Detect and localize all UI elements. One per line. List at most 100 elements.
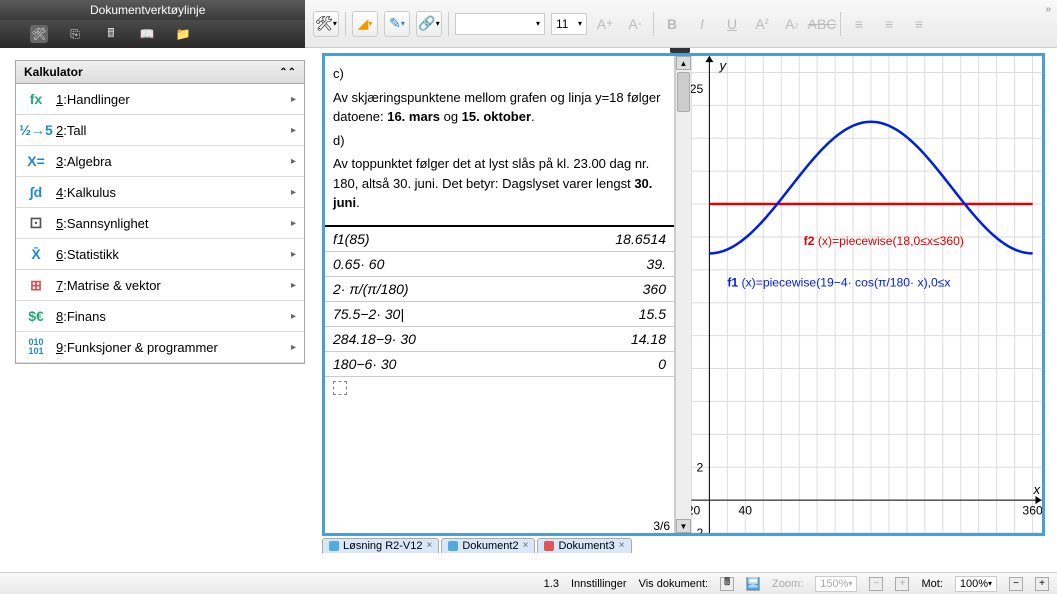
sidebar-item-label: 9:Funksjoner & programmer (56, 340, 283, 355)
highlight-button[interactable]: ◢▾ (352, 11, 378, 37)
toolbar-overflow-icon[interactable]: » (1045, 4, 1051, 15)
zoom-in-button[interactable]: + (895, 577, 909, 591)
toolbox-tabs: 🛠 ⎘ 🖩 📖 📁 (0, 20, 305, 48)
showdoc-label: Vis dokument: (639, 578, 709, 590)
doc-tab-label: Dokument2 (462, 540, 518, 552)
strike-button[interactable]: ABC (810, 12, 834, 36)
sidebar-icon: ½→5 (24, 121, 48, 139)
superscript-button[interactable]: A² (750, 12, 774, 36)
underline-button[interactable]: U (720, 12, 744, 36)
pen-button[interactable]: ✎▾ (384, 11, 410, 37)
tools-tab[interactable]: 🛠 (30, 25, 48, 43)
doc-tab[interactable]: Dokument3× (537, 538, 631, 553)
svg-text:40: 40 (739, 503, 753, 517)
subscript-button[interactable]: A₂ (780, 12, 804, 36)
sidebar-item-label: 8:Finans (56, 309, 283, 324)
sidebar-item-tall[interactable]: ½→5 2:Tall ▸ (16, 115, 304, 146)
calc-panel: f1(85) 18.6514 0.65· 60 39. 2· π/(π/180)3607… (325, 225, 674, 534)
text-scrollbar[interactable]: ▲ ▼ (675, 56, 691, 533)
svg-text:(x)=piecewise(18,0≤x≤360): (x)=piecewise(18,0≤x≤360) (818, 234, 964, 248)
font-smaller-button[interactable]: A- (623, 12, 647, 36)
sidebar-item-algebra[interactable]: X= 3:Algebra ▸ (16, 146, 304, 177)
font-name-select[interactable]: ▾ (455, 13, 545, 35)
sidebar-item-finans[interactable]: $€ 8:Finans ▸ (16, 301, 304, 332)
sidebar-icon: ∫d (24, 183, 48, 201)
svg-text:-2: -2 (692, 526, 703, 533)
scroll-up-icon[interactable]: ▲ (676, 56, 691, 70)
calc-rhs: 0 (658, 356, 666, 372)
calc-lhs: f1(85) (333, 231, 370, 247)
align-center-button[interactable]: ≡ (877, 12, 901, 36)
calc-row[interactable]: 0.65· 60 39. (325, 252, 674, 277)
mot-minus-button[interactable]: − (1009, 577, 1023, 591)
calc-rhs: 39. (647, 256, 666, 272)
graph-panel[interactable]: -2040360-2225xyf2(x)=piecewise(18,0≤x≤36… (691, 56, 1042, 533)
zoom-out-button[interactable]: − (869, 577, 883, 591)
sidebar-icon: X̄ (24, 245, 48, 263)
folder-tab[interactable]: 📁 (174, 25, 192, 43)
d-label: d) (333, 131, 666, 151)
mot-select[interactable]: 100% ▾ (955, 576, 997, 592)
content-area: c) Av skjæringspunktene mellom grafen og… (322, 53, 1045, 536)
d-text: Av toppunktet følger det at lyst slås på… (333, 154, 666, 213)
close-icon[interactable]: × (523, 540, 529, 551)
view-handheld-button[interactable]: 🖩 (720, 577, 734, 591)
mot-plus-button[interactable]: + (1035, 577, 1049, 591)
settings-label[interactable]: Innstillinger (571, 578, 627, 590)
bold-button[interactable]: B (660, 12, 684, 36)
main-toolbar: 🛠▾ ◢▾ ✎▾ 🔗▾ ▾ 11▾ A+ A- B I U A² A₂ ABC … (305, 0, 1057, 48)
svg-text:f2: f2 (804, 234, 815, 248)
font-size-select[interactable]: 11▾ (551, 13, 587, 35)
scroll-thumb[interactable] (677, 72, 690, 112)
tools-button[interactable]: 🛠▾ (313, 11, 339, 37)
calc-lhs: 0.65· 60 (333, 256, 384, 272)
link-button[interactable]: 🔗▾ (416, 11, 442, 37)
calc-tab[interactable]: 🖩 (102, 25, 120, 43)
scroll-down-icon[interactable]: ▼ (676, 519, 691, 533)
calc-row[interactable]: f1(85) 18.6514 (325, 227, 674, 252)
c-text: Av skjæringspunktene mellom grafen og li… (333, 88, 666, 127)
font-bigger-button[interactable]: A+ (593, 12, 617, 36)
sidebar-item-statistikk[interactable]: X̄ 6:Statistikk ▸ (16, 239, 304, 270)
chevron-right-icon: ▸ (291, 280, 296, 291)
svg-text:360: 360 (1022, 503, 1042, 517)
align-right-button[interactable]: ≡ (907, 12, 931, 36)
zoom-select[interactable]: 150% ▾ (815, 576, 857, 592)
sidebar-title: Kalkulator (24, 65, 83, 79)
calc-rhs: 18.6514 (615, 231, 666, 247)
italic-button[interactable]: I (690, 12, 714, 36)
close-icon[interactable]: × (619, 540, 625, 551)
pager: 3/6 (653, 519, 670, 533)
calc-row[interactable]: 180−6· 300 (325, 352, 674, 377)
align-left-button[interactable]: ≡ (847, 12, 871, 36)
calc-row[interactable]: 2· π/(π/180)360 (325, 277, 674, 302)
calc-row[interactable]: 284.18−9· 3014.18 (325, 327, 674, 352)
sidebar-item-funksjoner-&-programmer[interactable]: 010 101 9:Funksjoner & programmer ▸ (16, 332, 304, 363)
calc-row[interactable]: 75.5−2· 30|15.5 (325, 302, 674, 327)
sidebar-item-handlinger[interactable]: fx 1:Handlinger ▸ (16, 84, 304, 115)
pages-tab[interactable]: ⎘ (66, 25, 84, 43)
title-bar: Dokumentverktøylinje (0, 0, 305, 20)
doc-tab[interactable]: Dokument2 × (441, 538, 535, 553)
sidebar-icon: X= (24, 152, 48, 170)
view-computer-button[interactable]: 🖥 (746, 577, 760, 591)
doc-icon (544, 541, 554, 551)
doc-icon (329, 541, 339, 551)
sidebar-item-matrise-&-vektor[interactable]: ⊞ 7:Matrise & vektor ▸ (16, 270, 304, 301)
sidebar-item-sannsynlighet[interactable]: ⚀ 5:Sannsynlighet ▸ (16, 208, 304, 239)
sidebar: Kalkulator ⌃⌃ fx 1:Handlinger ▸½→5 2:Tal… (15, 60, 305, 364)
book-tab[interactable]: 📖 (138, 25, 156, 43)
svg-text:x: x (1032, 482, 1040, 497)
doc-tab[interactable]: Løsning R2-V12× (322, 538, 439, 553)
entry-cursor[interactable] (333, 381, 347, 395)
sidebar-header[interactable]: Kalkulator ⌃⌃ (16, 61, 304, 84)
notes-area[interactable]: c) Av skjæringspunktene mellom grafen og… (325, 56, 674, 227)
chevron-right-icon: ▸ (291, 342, 296, 353)
sidebar-item-kalkulus[interactable]: ∫d 4:Kalkulus ▸ (16, 177, 304, 208)
doc-tabs: Løsning R2-V12×Dokument2×Dokument3× (322, 536, 1045, 554)
sidebar-item-label: 7:Matrise & vektor (56, 278, 283, 293)
title-text: Dokumentverktøylinje (90, 3, 205, 17)
close-icon[interactable]: × (427, 540, 433, 551)
text-panel: c) Av skjæringspunktene mellom grafen og… (325, 56, 675, 533)
sidebar-item-label: 4:Kalkulus (56, 185, 283, 200)
